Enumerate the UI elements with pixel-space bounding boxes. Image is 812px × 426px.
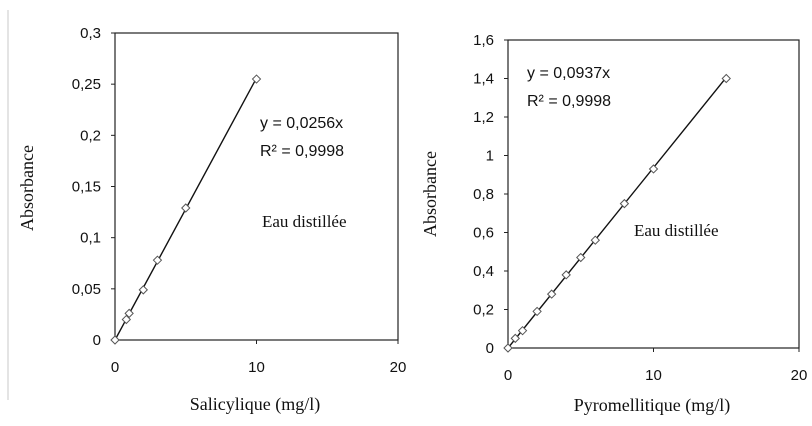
data-point-marker [561,270,571,280]
trendline-equation: y = 0,0256x [260,115,343,132]
y-tick-label: 0,2 [80,127,101,144]
x-tick-label: 10 [248,359,265,376]
y-tick-label: 0,8 [473,186,494,203]
y-axis-title: Absorbance [420,151,440,237]
x-tick-label: 20 [390,359,407,376]
trendline [507,77,727,349]
data-point-marker [181,203,191,213]
data-point-marker [590,235,601,245]
data-point-marker [121,314,132,325]
data-point-marker [546,289,557,299]
data-point-marker [124,308,134,319]
y-tick-label: 1,4 [473,71,494,88]
data-point-marker [532,306,542,317]
y-tick-label: 0,4 [473,263,494,280]
data-point-marker [721,73,731,84]
data-point-marker [251,74,262,84]
medium-annotation: Eau distillée [262,212,347,231]
chart-salicylique: 0 0,05 0,1 0,15 0,2 0,25 0,3 0 10 20 y = 0,0256x R²… [17,25,406,415]
y-tick-label: 0,2 [473,302,494,319]
y-tick-label: 0,3 [80,25,101,42]
x-axis-title: Pyromellitique (mg/l) [574,395,730,416]
data-point-marker [503,343,513,353]
x-tick-label: 10 [645,367,662,384]
y-axis-title: Absorbance [17,145,37,231]
x-tick-label: 0 [111,359,119,376]
x-tick-label: 20 [791,367,808,384]
y-tick-label: 0 [486,340,494,357]
r-squared-label: R² = 0,9998 [527,93,611,110]
data-point-marker [152,255,163,265]
y-tick-label: 0,25 [72,76,101,93]
y-tick-label: 0,15 [72,179,101,196]
y-tick-label: 1,6 [473,32,494,49]
y-tick-label: 0 [93,332,101,349]
y-tick-label: 0,1 [80,230,101,247]
y-tick-label: 0,6 [473,225,494,242]
data-point-marker [576,252,586,263]
y-tick-label: 0,05 [72,281,101,298]
data-point-marker [138,285,149,295]
r-squared-label: R² = 0,9998 [260,143,344,160]
y-tick-label: 1,2 [473,109,494,126]
medium-annotation: Eau distillée [634,221,719,240]
data-point-marker [648,164,659,174]
trendline-equation: y = 0,0937x [527,65,610,82]
data-point-marker [619,198,630,209]
x-tick-label: 0 [504,367,512,384]
data-point-marker [110,335,120,345]
data-point-marker [510,333,520,344]
plot-area-frame [507,39,800,349]
y-tick-label: 1 [486,148,494,165]
x-axis-title: Salicylique (mg/l) [190,394,320,415]
chart-pyromellitique: 0 0,2 0,4 0,6 0,8 1 1,2 1,4 1,6 0 10 20 y = 0,0937x R… [420,32,807,416]
data-point-marker [517,325,528,336]
